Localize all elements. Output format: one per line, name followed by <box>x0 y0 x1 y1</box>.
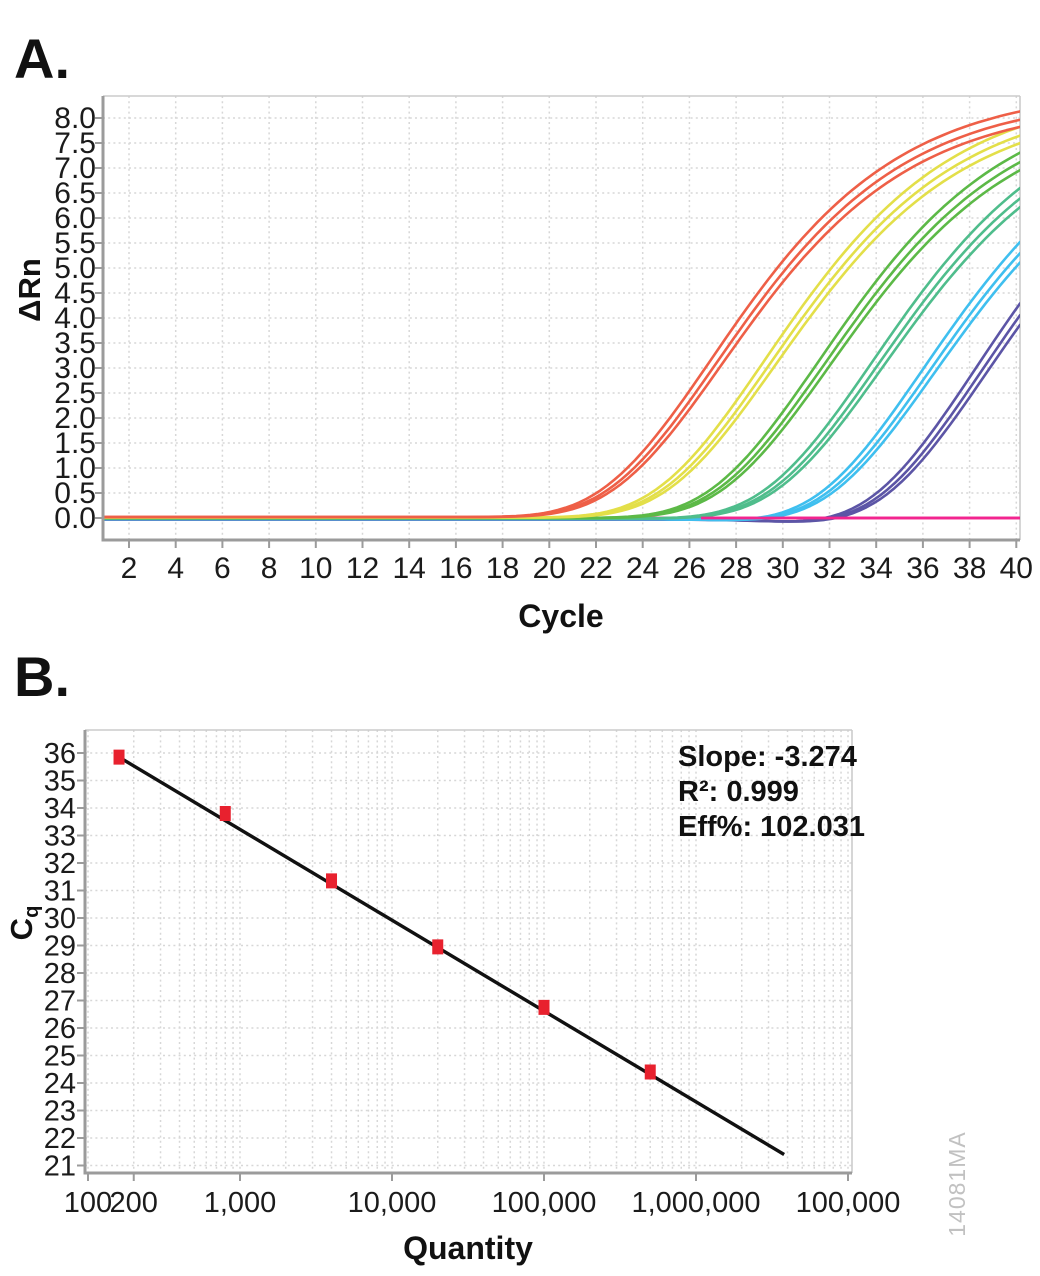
curves <box>103 110 1020 523</box>
x-axis-title-quantity: Quantity <box>403 1230 533 1266</box>
x-tick-label: 100,000 <box>796 1187 901 1219</box>
panel-a-label: A. <box>14 27 70 90</box>
y-tick-label: 32 <box>44 848 76 880</box>
y-tick-label: 23 <box>44 1096 76 1128</box>
data-point <box>538 999 550 1015</box>
x-tick-label: 10,000 <box>348 1187 437 1219</box>
y-tick-label: 31 <box>44 876 76 908</box>
x-tick-label: 36 <box>906 552 939 585</box>
x-tick-label: 34 <box>860 552 893 585</box>
y-tick-label: 7.0 <box>54 152 96 185</box>
y-axis-title-cq: Cq <box>4 891 44 955</box>
y-tick-label: 22 <box>44 1123 76 1155</box>
x-tick-label: 14 <box>393 552 426 585</box>
amplification-curve-seagreen-rep3 <box>103 205 1020 520</box>
x-tick-label: 2 <box>121 552 138 585</box>
x-tick-label: 10 <box>299 552 332 585</box>
stat-slope: Slope: -3.274 <box>678 741 857 773</box>
amplification-curve-indigo-rep1 <box>103 302 1020 523</box>
figure-id-watermark: 14081MA <box>944 1131 970 1237</box>
y-tick-label: 34 <box>44 793 76 825</box>
standard-curve-stats: Slope: -3.274 R²: 0.999 Eff%: 102.031 <box>678 740 865 845</box>
amplification-curve-red-rep3 <box>103 125 1020 519</box>
y-tick-label: 6.0 <box>54 202 96 235</box>
y-tick-label: 27 <box>44 986 76 1018</box>
cq-subscript: q <box>21 905 43 918</box>
x-tick-label: 6 <box>214 552 231 585</box>
y-tick-label: 4.0 <box>54 302 96 335</box>
amplification-curve-seagreen-rep2 <box>103 197 1020 520</box>
x-tick-label: 26 <box>673 552 706 585</box>
y-tick-label: 26 <box>44 1013 76 1045</box>
amplification-curve-cyan-rep3 <box>103 261 1020 522</box>
y-tick-label: 24 <box>44 1068 76 1100</box>
x-tick-label: 20 <box>533 552 566 585</box>
y-tick-label: 7.5 <box>54 127 96 160</box>
y-tick-label: 30 <box>44 903 76 935</box>
data-point <box>432 939 444 955</box>
x-tick-label: 4 <box>167 552 184 585</box>
amplification-curve-red-rep1 <box>103 110 1020 519</box>
fit-line <box>118 755 785 1156</box>
x-tick-label: 32 <box>813 552 846 585</box>
x-axis-title-cycle: Cycle <box>518 598 604 634</box>
x-tick-label: 200 <box>110 1187 158 1219</box>
y-tick-label: 3.5 <box>54 327 96 360</box>
x-tick-label: 18 <box>486 552 519 585</box>
x-tick-label: 1,000,000 <box>631 1187 760 1219</box>
x-tick-label: 100 <box>64 1187 112 1219</box>
x-tick-label: 28 <box>719 552 752 585</box>
y-tick-label: 25 <box>44 1041 76 1073</box>
y-tick-label: 0.5 <box>54 477 96 510</box>
panel-b-label: B. <box>14 645 70 708</box>
amplification-curve-green-rep1 <box>103 151 1020 520</box>
x-tick-label: 40 <box>1000 552 1033 585</box>
data-point <box>113 749 125 765</box>
amplification-curve-yellow-rep3 <box>103 141 1020 519</box>
amplification-curve-green-rep2 <box>103 160 1020 520</box>
y-tick-label: 0.0 <box>54 502 96 535</box>
y-tick-label: 36 <box>44 738 76 770</box>
y-tick-label: 3.0 <box>54 352 96 385</box>
x-tick-label: 22 <box>579 552 612 585</box>
x-tick-label: 100,000 <box>492 1187 597 1219</box>
y-tick-label: 28 <box>44 958 76 990</box>
y-tick-label: 4.5 <box>54 277 96 310</box>
stat-r-squared: R²: 0.999 <box>678 776 799 808</box>
x-tick-label: 24 <box>626 552 659 585</box>
data-point <box>219 806 231 821</box>
amplification-plot: 2 4 6 8 10 12 14 16 18 20 22 24 26 28 30 32 34 36 38 400.00… <box>54 95 1033 585</box>
y-tick-label: 8.0 <box>54 102 96 135</box>
x-tick-label: 30 <box>766 552 799 585</box>
y-tick-label: 35 <box>44 766 76 798</box>
cq-main: C <box>4 917 39 941</box>
y-tick-label: 2.5 <box>54 377 96 410</box>
y-tick-label: 1.5 <box>54 427 96 460</box>
y-tick-label: 6.5 <box>54 177 96 210</box>
y-tick-label: 5.0 <box>54 252 96 285</box>
y-tick-label: 33 <box>44 821 76 853</box>
x-tick-label: 1,000 <box>204 1187 277 1219</box>
amplification-curve-seagreen-rep1 <box>103 186 1020 520</box>
y-tick-label: 29 <box>44 931 76 963</box>
x-tick-label: 8 <box>261 552 278 585</box>
y-tick-label: 1.0 <box>54 452 96 485</box>
y-tick-label: 5.5 <box>54 227 96 260</box>
data-point <box>326 873 338 889</box>
data-point <box>644 1064 656 1080</box>
stat-efficiency: Eff%: 102.031 <box>678 811 865 843</box>
y-tick-label: 21 <box>44 1151 76 1183</box>
y-tick-label: 2.0 <box>54 402 96 435</box>
x-tick-label: 12 <box>346 552 379 585</box>
y-axis-title-drn: ΔRn <box>12 258 47 322</box>
x-tick-label: 16 <box>439 552 472 585</box>
x-tick-label: 38 <box>953 552 986 585</box>
